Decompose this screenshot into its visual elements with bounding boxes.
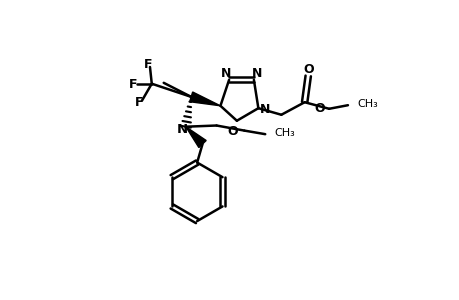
Text: N: N (252, 67, 262, 80)
Text: O: O (313, 102, 324, 115)
Text: CH₃: CH₃ (274, 128, 294, 138)
Text: N: N (176, 123, 187, 136)
Text: N: N (259, 103, 269, 116)
Text: N: N (220, 67, 231, 80)
Text: F: F (143, 58, 152, 71)
Text: O: O (303, 63, 314, 76)
Polygon shape (185, 127, 206, 148)
Text: F: F (129, 78, 137, 91)
Polygon shape (189, 92, 220, 106)
Text: O: O (227, 125, 238, 138)
Text: CH₃: CH₃ (356, 99, 377, 109)
Text: F: F (134, 96, 143, 109)
